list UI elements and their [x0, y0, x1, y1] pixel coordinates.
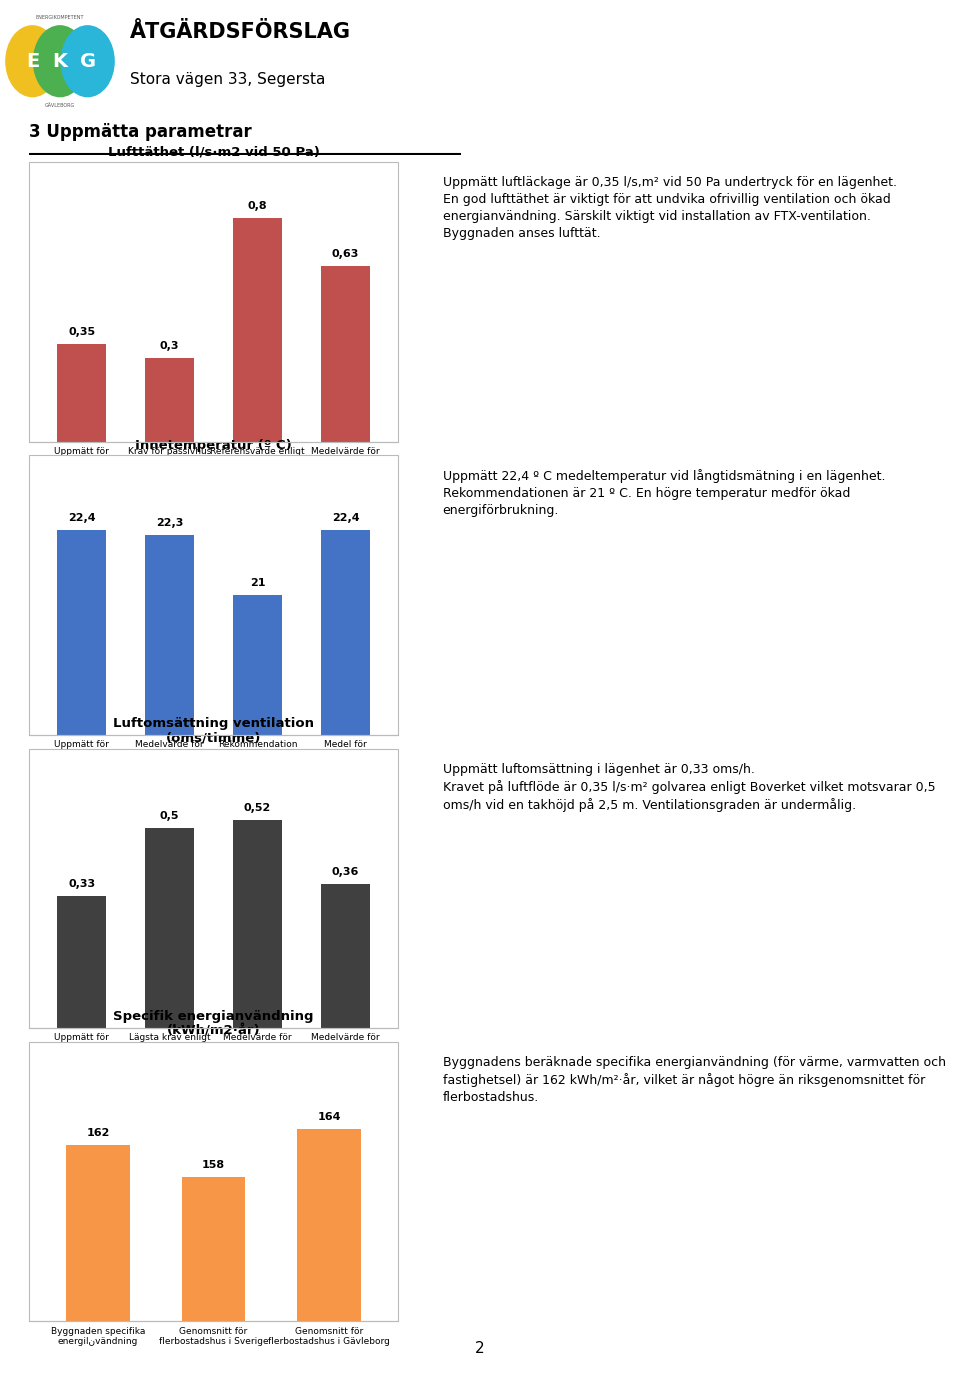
Bar [58, 530, 106, 1376]
Text: GÄVLEBORG: GÄVLEBORG [45, 103, 75, 107]
Text: 162: 162 [86, 1128, 109, 1138]
Text: 22,4: 22,4 [68, 513, 95, 523]
Text: 0,36: 0,36 [332, 867, 359, 878]
Bar [322, 530, 370, 1376]
Bar [322, 266, 370, 442]
Text: Uppmätt luftläckage är 0,35 l/s,m² vid 50 Pa undertryck för en lägenhet.
En god : Uppmätt luftläckage är 0,35 l/s,m² vid 5… [443, 176, 897, 241]
Circle shape [61, 26, 114, 96]
Text: K: K [53, 52, 67, 70]
Bar [145, 535, 194, 1376]
Circle shape [6, 26, 59, 96]
Title: Innetemperatur (º C): Innetemperatur (º C) [135, 439, 292, 451]
Text: 2: 2 [475, 1342, 485, 1355]
Title: Specifik energianvändning
(kWh/m2·år): Specifik energianvändning (kWh/m2·år) [113, 1010, 314, 1038]
Text: 3 Uppmätta parametrar: 3 Uppmätta parametrar [29, 124, 252, 142]
Bar [233, 594, 282, 1376]
Text: ÅTGÄRDSFÖRSLAG: ÅTGÄRDSFÖRSLAG [130, 22, 350, 43]
Text: 158: 158 [202, 1160, 226, 1171]
Title: Lufttäthet (l/s·m2 vid 50 Pa): Lufttäthet (l/s·m2 vid 50 Pa) [108, 146, 320, 158]
Bar [322, 885, 370, 1028]
Text: 0,63: 0,63 [332, 249, 359, 259]
Bar [58, 896, 106, 1028]
Bar [66, 1145, 130, 1376]
Text: Byggnadens beräknade specifika energianvändning (för värme, varmvatten och fasti: Byggnadens beräknade specifika energianv… [443, 1055, 946, 1104]
Text: 0,33: 0,33 [68, 879, 95, 889]
Text: 0,52: 0,52 [244, 804, 272, 813]
Title: Luftomsättning ventilation
(oms/timme): Luftomsättning ventilation (oms/timme) [113, 717, 314, 744]
Text: G: G [80, 52, 96, 70]
Text: 0,5: 0,5 [160, 812, 180, 821]
Text: 21: 21 [250, 578, 265, 588]
Text: Uppmätt luftomsättning i lägenhet är 0,33 oms/h.
Kravet på luftflöde är 0,35 l/s: Uppmätt luftomsättning i lägenhet är 0,3… [443, 762, 935, 812]
Circle shape [34, 26, 86, 96]
Bar [298, 1130, 361, 1376]
Text: Stora vägen 33, Segersta: Stora vägen 33, Segersta [130, 73, 325, 87]
Text: 0,35: 0,35 [68, 327, 95, 337]
Text: 22,3: 22,3 [156, 517, 183, 527]
Text: Uppmätt 22,4 º C medeltemperatur vid långtidsmätning i en lägenhet. Rekommendati: Uppmätt 22,4 º C medeltemperatur vid lån… [443, 469, 885, 517]
Text: 0,3: 0,3 [160, 341, 180, 351]
Text: 164: 164 [318, 1112, 341, 1123]
Bar [145, 828, 194, 1028]
Text: 22,4: 22,4 [332, 513, 359, 523]
Bar [233, 219, 282, 442]
Text: E: E [26, 52, 39, 70]
Bar [181, 1178, 246, 1376]
Text: ENERGIKOMPETENT: ENERGIKOMPETENT [36, 15, 84, 19]
Text: 0,8: 0,8 [248, 201, 268, 212]
Bar [58, 344, 106, 442]
Bar [233, 820, 282, 1028]
Bar [145, 358, 194, 442]
